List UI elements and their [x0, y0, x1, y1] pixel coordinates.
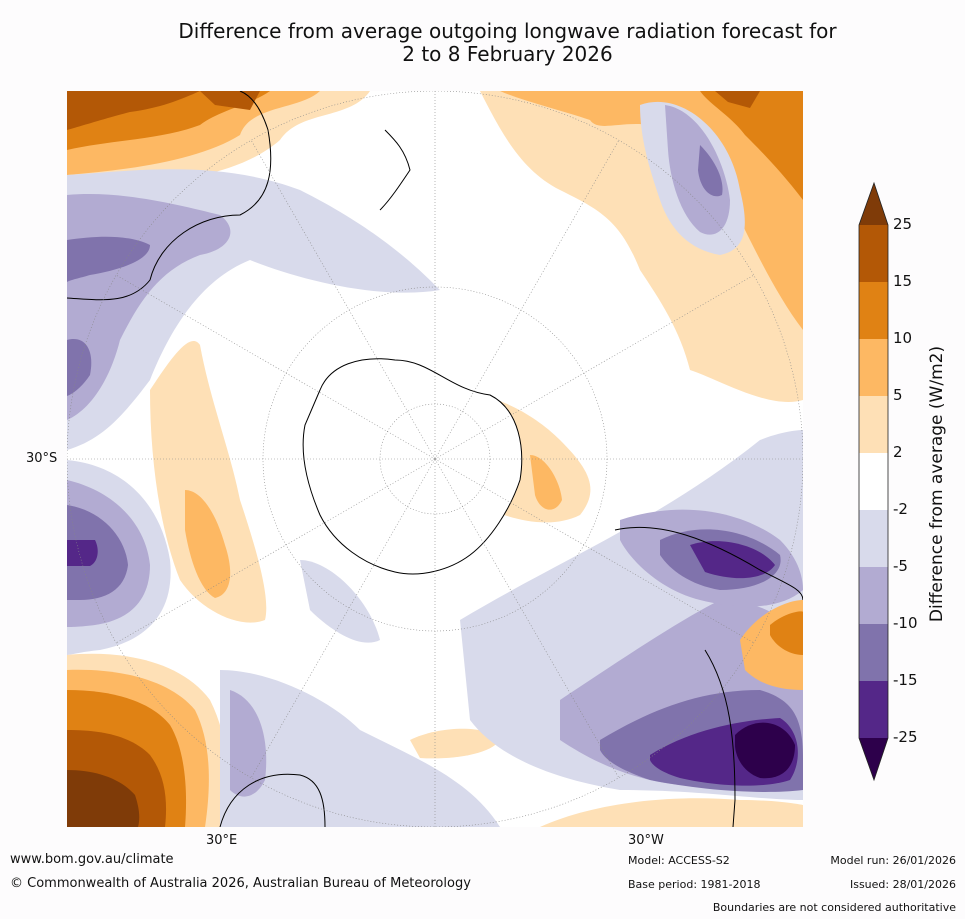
copyright-text: © Commonwealth of Australia 2026, Austra…: [10, 876, 471, 891]
colorbar-swatch-m5-m2: [859, 510, 888, 567]
anomaly-region-west-cool-strong: [67, 236, 150, 282]
issued-text: Issued: 28/01/2026: [849, 878, 956, 891]
website-link[interactable]: www.bom.gov.au/climate: [10, 852, 174, 867]
anomaly-region-central-west-warm: [150, 341, 267, 623]
colorbar-tick-m25: -25: [893, 728, 918, 746]
colorbar-swatch-m25-m15: [859, 681, 888, 738]
colorbar-tick-m5: -5: [893, 557, 908, 575]
lat-label-30s: 30°S: [26, 451, 58, 466]
colorbar: [858, 181, 889, 782]
anomaly-region-west-cool-strong-2: [67, 339, 92, 396]
colorbar-swatch-15-25: [859, 225, 888, 282]
colorbar-swatch-m15-m10: [859, 624, 888, 681]
coastlines: [67, 91, 803, 827]
anomaly-region-ne-brown: [715, 91, 760, 108]
antarctica: [302, 358, 523, 575]
anomaly-region-south-cool-light: [220, 670, 500, 827]
colorbar-tick-2: 2: [893, 443, 903, 461]
colorbar-swatch-m10-m5: [859, 567, 888, 624]
anomaly-region-south-cool: [230, 690, 267, 797]
anomaly-region-central-west-orange: [185, 490, 231, 598]
anomaly-region-central-orange: [530, 455, 562, 510]
colorbar-swatch-5-10: [859, 339, 888, 396]
coastline-south-america: [614, 526, 803, 601]
anomaly-region-se-corner-warm: [540, 798, 803, 827]
title-line-2: 2 to 8 February 2026: [402, 42, 613, 66]
colorbar-swatch-lt-m25: [859, 738, 888, 780]
model-text: Model: ACCESS-S2: [628, 854, 730, 867]
colorbar-swatch-2-5: [859, 396, 888, 453]
model-run-text: Model run: 26/01/2026: [830, 854, 956, 867]
anomaly-region-se-cool-darkest: [690, 541, 775, 579]
anomaly-region-ne-orange: [500, 91, 803, 330]
colorbar-tick-5: 5: [893, 386, 903, 404]
colorbar-swatch-gt25: [859, 183, 888, 225]
colorbar-title: Difference from average (W/m2): [927, 345, 947, 623]
lon-label-30e: 30°E: [206, 833, 238, 848]
anomaly-region-ne-dark-orange: [700, 91, 803, 200]
colorbar-swatch-10-15: [859, 282, 888, 339]
lon-label-30w: 30°W: [628, 833, 664, 848]
colorbar-outline: [858, 181, 889, 782]
anomaly-region-sw-cool-darkest: [67, 540, 98, 566]
colorbar-tick-10: 10: [893, 329, 913, 347]
anomaly-region-nw-brown: [67, 91, 200, 130]
colorbar-tick-m15: -15: [893, 671, 918, 689]
anomaly-region-south-warm: [410, 728, 500, 759]
coastline-new-zealand: [379, 129, 411, 211]
anomaly-region-south-cool-2: [300, 560, 380, 643]
anomaly-region-ne-cool-mid: [665, 105, 730, 235]
coastline-australia: [67, 91, 272, 301]
base-period-text: Base period: 1981-2018: [628, 878, 761, 891]
anomaly-region-nw-darkest: [200, 91, 260, 110]
anomaly-field: [67, 91, 803, 827]
title-line-1: Difference from average outgoing longwav…: [178, 19, 837, 43]
anomaly-region-se-cool-extreme: [735, 722, 795, 779]
graticule: [67, 91, 803, 827]
colorbar-tick-15: 15: [893, 272, 913, 290]
colorbar-tick-25: 25: [893, 215, 913, 233]
disclaimer-text: Boundaries are not considered authoritat…: [712, 901, 956, 914]
map-title: Difference from average outgoing longwav…: [60, 20, 955, 66]
coastline-south-america-2: [704, 649, 736, 827]
anomaly-region-sw-warm-darkest: [67, 770, 140, 827]
coastline-africa: [219, 773, 326, 827]
anomaly-region-east-warm-dark: [770, 611, 803, 655]
anomaly-region-ne-cool-strong: [698, 145, 723, 197]
colorbar-tick-m2: -2: [893, 500, 908, 518]
colorbar-swatch-m2-2: [859, 453, 888, 510]
colorbar-tick-m10: -10: [893, 614, 918, 632]
